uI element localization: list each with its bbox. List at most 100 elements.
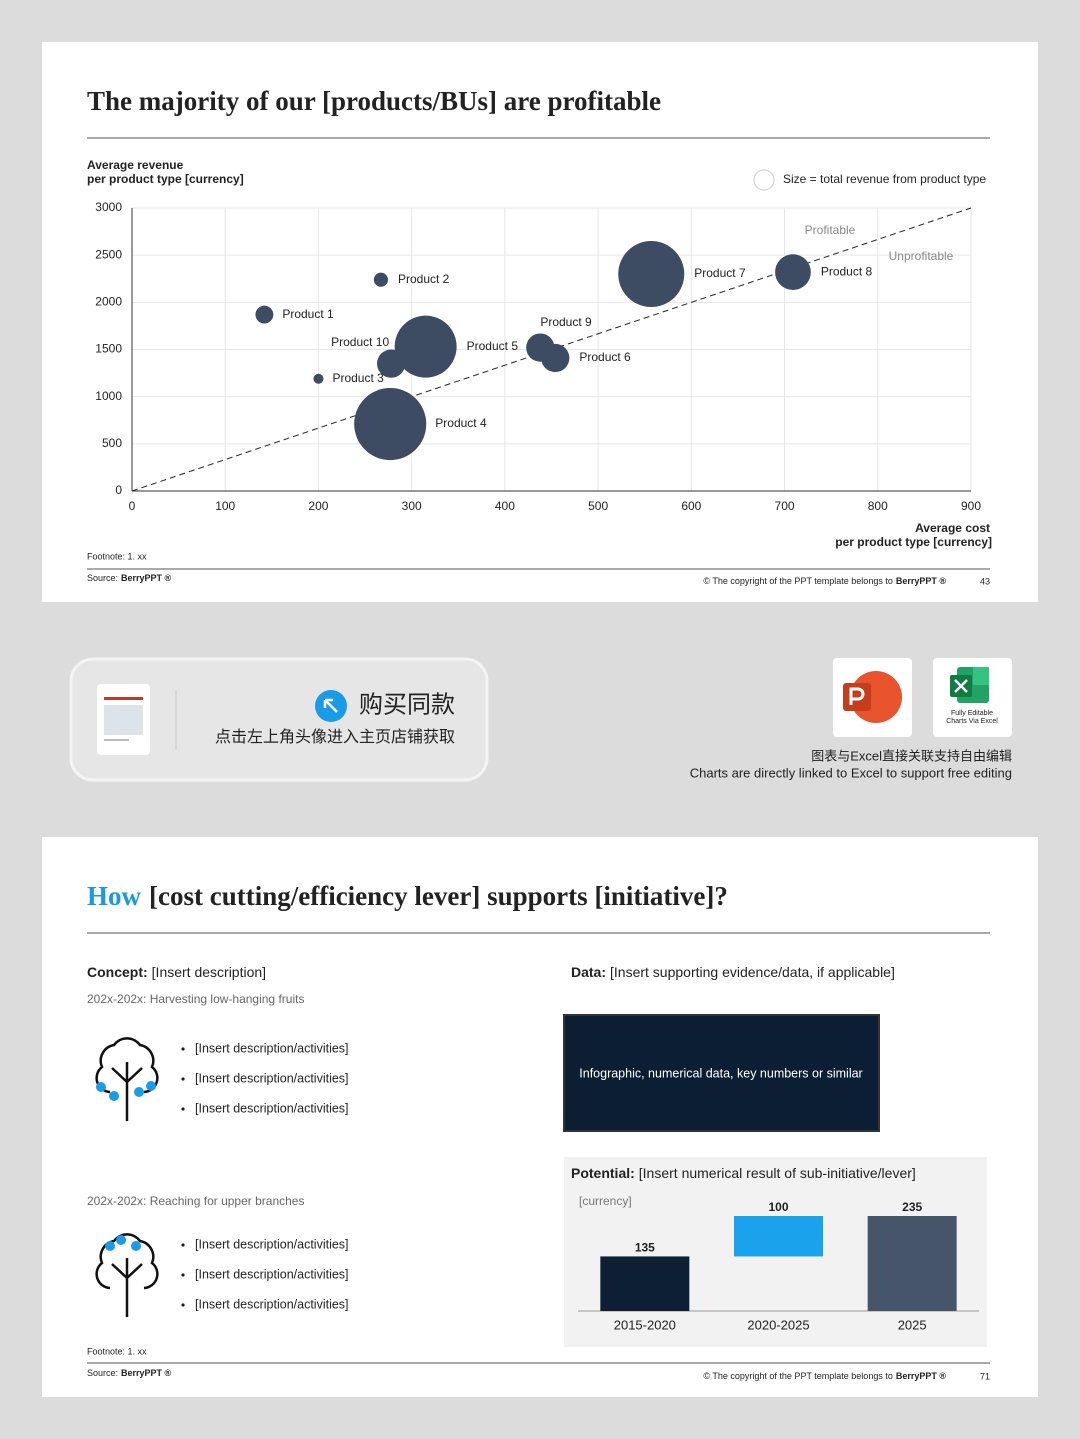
bubble-label: Product 6	[579, 350, 631, 364]
x-tick-label: 700	[775, 499, 795, 513]
note-cn: 图表与Excel直接关联支持自由编辑	[811, 748, 1012, 763]
potential-heading: Potential: [Insert numerical result of su…	[571, 1165, 916, 1181]
bubble-label: Product 5	[467, 339, 519, 353]
concept-groups: 202x-202x: Harvesting low-hanging fruits…	[87, 992, 349, 1311]
bubble-label: Product 3	[332, 371, 384, 385]
bubble	[394, 315, 457, 378]
size-legend-icon	[753, 169, 775, 191]
y-axis-label: Average revenue	[87, 158, 184, 172]
bar	[600, 1256, 690, 1311]
y-tick-label: 2000	[95, 295, 122, 309]
title-highlight: How	[87, 881, 142, 911]
slide-title: The majority of our [products/BUs] are p…	[87, 86, 661, 116]
source-label: Source:	[87, 1368, 118, 1378]
footnote: Footnote: 1. xx	[87, 1346, 147, 1356]
bullet	[181, 1303, 185, 1307]
buy-arrow	[323, 698, 338, 713]
concept: Concept: [Insert description]	[87, 964, 266, 980]
ppt-icon-glyph	[849, 687, 865, 705]
data-label: Data:	[571, 964, 606, 980]
buy-text: 购买同款	[359, 691, 455, 718]
source: Source: BerryPPT ®	[87, 573, 172, 583]
copyright: © The copyright of the PPT template belo…	[703, 576, 946, 586]
bubble-label: Product 2	[398, 272, 450, 286]
bar	[734, 1216, 823, 1257]
excel-icon-glyph	[954, 679, 968, 693]
bullet-text: [Insert description/activities]	[195, 1237, 349, 1251]
bubble-label: Product 10	[331, 335, 389, 349]
data-text: [Insert supporting evidence/data, if app…	[610, 964, 895, 980]
source-label: Source:	[87, 573, 118, 583]
source: Source: BerryPPT ®	[87, 1368, 172, 1378]
bubble	[526, 333, 555, 362]
thumbnail-line	[104, 739, 129, 741]
fruit	[105, 1241, 115, 1251]
bubble	[313, 373, 324, 384]
bubble-label: Product 1	[282, 307, 334, 321]
title-text: [cost cutting/efficiency lever] supports…	[149, 881, 728, 911]
ppt-icon-tile	[843, 683, 871, 711]
bullet	[181, 1047, 185, 1051]
tree-icon	[95, 1233, 159, 1317]
y-tick-label: 2500	[95, 247, 122, 261]
copyright-text: © The copyright of the PPT template belo…	[703, 576, 892, 586]
fruit	[96, 1081, 156, 1101]
slide-1: The majority of our [products/BUs] are p…	[42, 42, 1038, 602]
copyright-text: © The copyright of the PPT template belo…	[703, 1371, 892, 1381]
source-name: BerryPPT ®	[121, 1368, 172, 1378]
potential-text: [Insert numerical result of sub-initiati…	[639, 1165, 916, 1181]
bubble-chart: 0 500 1000 1500 2000 2500 3000 0 100 200 300 400 500…	[95, 200, 981, 513]
slide-2: How [cost cutting/efficiency lever] suppo…	[42, 837, 1038, 1397]
note-en: Charts are directly linked to Excel to s…	[690, 765, 1012, 780]
bubble	[354, 387, 427, 461]
banner-card	[69, 657, 489, 782]
bullet-text: [Insert description/activities]	[195, 1297, 349, 1311]
banner: 购买同款 点击左上角头像进入主页店铺获取 Fully Editable Char…	[69, 657, 1012, 782]
info-box	[563, 1014, 880, 1132]
slide-bg	[42, 42, 1038, 602]
annotation: Unprofitable	[889, 249, 954, 263]
y-tick-label: 1000	[95, 389, 122, 403]
x-tick-label: 600	[681, 499, 701, 513]
fruit	[116, 1235, 126, 1245]
bubble	[373, 272, 388, 287]
bullet	[181, 1077, 185, 1081]
bullet	[181, 1243, 185, 1247]
x-tick-label: 100	[215, 499, 235, 513]
source-name: BerryPPT ®	[121, 573, 172, 583]
tree-crown	[95, 1037, 159, 1094]
bullet	[181, 1107, 185, 1111]
fruit	[109, 1091, 119, 1101]
x-tick-label: 800	[868, 499, 888, 513]
y-tick-label: 0	[115, 483, 122, 497]
x-tick-label: 200	[308, 499, 328, 513]
tree-trunk	[111, 1258, 143, 1317]
bubble	[377, 349, 406, 378]
fruit	[134, 1087, 144, 1097]
y-tick-label: 500	[102, 436, 122, 450]
excel-caption: Charts Via Excel	[946, 718, 998, 725]
tree-crown	[95, 1233, 159, 1290]
thumbnail-line	[104, 697, 143, 700]
footnote: Footnote: 1. xx	[87, 551, 147, 561]
buy-hint: 点击左上角头像进入主页店铺获取	[215, 728, 455, 746]
copyright-brand: BerryPPT ®	[896, 1371, 947, 1381]
thumbnail-chart	[104, 705, 143, 735]
x-axis-label: Average cost	[915, 521, 990, 535]
x-tick-label: 300	[402, 499, 422, 513]
excel-caption: Fully Editable	[951, 710, 993, 717]
fruit	[96, 1082, 106, 1092]
unit-label: [currency]	[579, 1194, 632, 1208]
annotation: Profitable	[805, 223, 856, 237]
x-tick-label: 400	[495, 499, 515, 513]
period: 202x-202x: Reaching for upper branches	[87, 1194, 304, 1208]
potential-label: Potential:	[571, 1165, 635, 1181]
value-label: 135	[635, 1241, 655, 1255]
copyright: © The copyright of the PPT template belo…	[703, 1371, 946, 1381]
bullet	[181, 1273, 185, 1277]
x-axis-label: per product type [currency]	[835, 535, 992, 549]
x-tick-label: 0	[129, 499, 136, 513]
tree-icon	[95, 1037, 159, 1121]
